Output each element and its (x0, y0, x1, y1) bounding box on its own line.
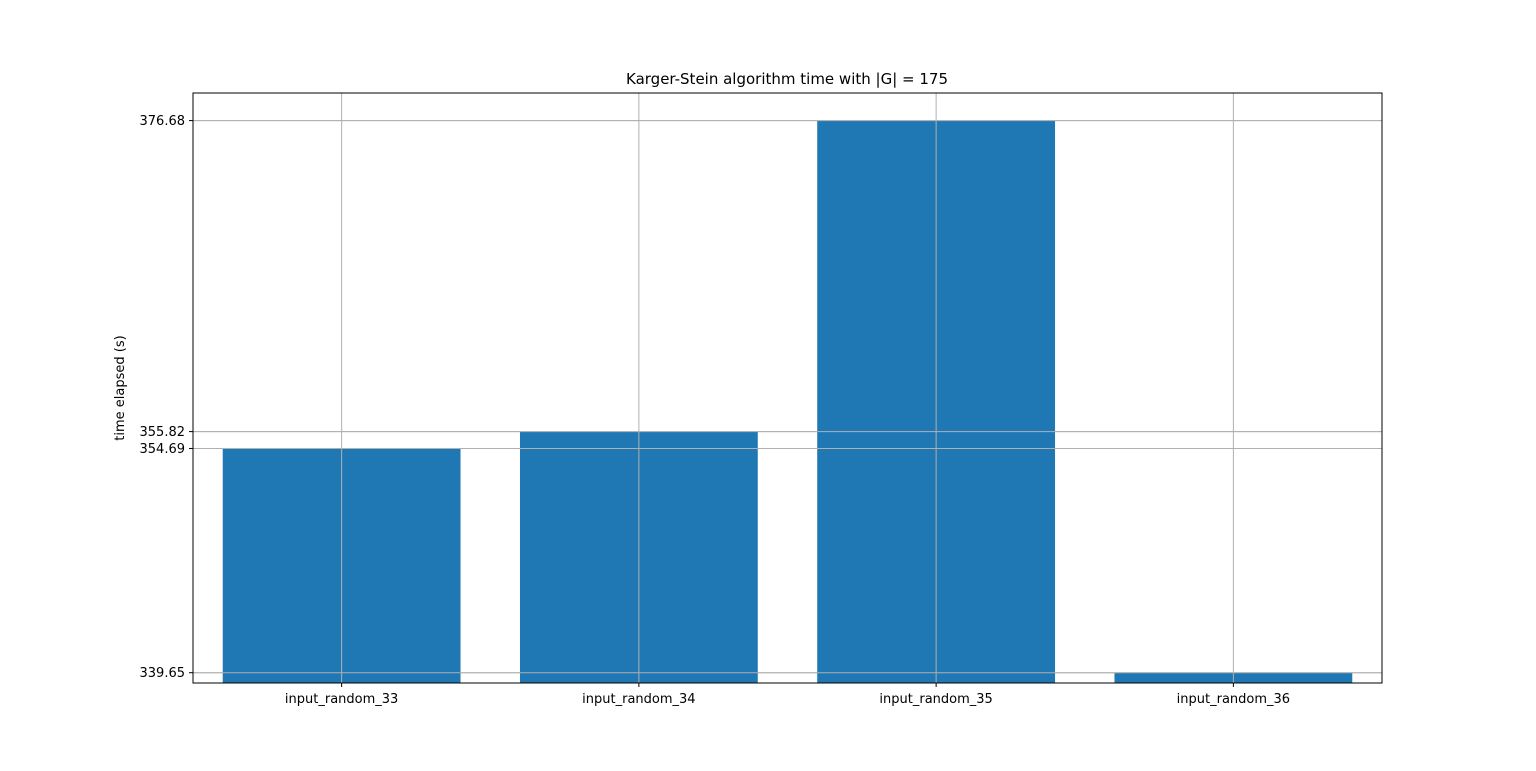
y-tick-label: 355.82 (140, 425, 186, 440)
plot-frame (192, 92, 1383, 684)
x-grid-lines (193, 93, 1382, 683)
chart-title: Karger-Stein algorithm time with |G| = 1… (626, 70, 948, 88)
y-tick-label: 339.65 (140, 666, 186, 681)
x-tick-label: input_random_34 (582, 692, 695, 707)
x-axis-ticks: input_random_33 input_random_34 input_rand… (285, 683, 1290, 707)
y-tick-label: 376.68 (140, 114, 186, 129)
y-axis-ticks: 339.65 354.69 355.82 376.68 (140, 114, 193, 681)
x-tick-label: input_random_36 (1177, 692, 1290, 707)
x-tick-label: input_random_33 (285, 692, 398, 707)
y-axis-label: time elapsed (s) (113, 335, 128, 440)
y-tick-label: 354.69 (140, 442, 186, 457)
x-tick-label: input_random_35 (879, 692, 992, 707)
bars (222, 120, 1353, 683)
